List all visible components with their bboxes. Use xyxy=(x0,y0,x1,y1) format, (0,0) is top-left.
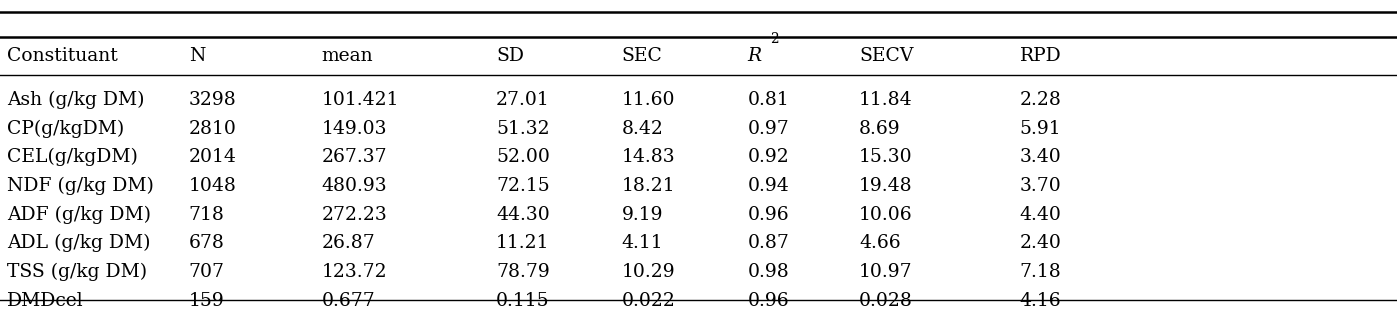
Text: 0.81: 0.81 xyxy=(747,91,789,109)
Text: CEL(g/kgDM): CEL(g/kgDM) xyxy=(7,148,138,166)
Text: 0.677: 0.677 xyxy=(321,292,374,310)
Text: 718: 718 xyxy=(189,206,225,224)
Text: NDF (g/kg DM): NDF (g/kg DM) xyxy=(7,177,154,195)
Text: SEC: SEC xyxy=(622,47,662,65)
Text: 2014: 2014 xyxy=(189,148,236,166)
Text: 678: 678 xyxy=(189,234,225,252)
Text: 26.87: 26.87 xyxy=(321,234,374,252)
Text: 4.16: 4.16 xyxy=(1020,292,1062,310)
Text: 0.97: 0.97 xyxy=(747,119,789,138)
Text: DMDcel: DMDcel xyxy=(7,292,84,310)
Text: 0.87: 0.87 xyxy=(747,234,789,252)
Text: 8.42: 8.42 xyxy=(622,119,664,138)
Text: 0.94: 0.94 xyxy=(747,177,789,195)
Text: 52.00: 52.00 xyxy=(496,148,550,166)
Text: 2.28: 2.28 xyxy=(1020,91,1062,109)
Text: 149.03: 149.03 xyxy=(321,119,387,138)
Text: SECV: SECV xyxy=(859,47,914,65)
Text: RPD: RPD xyxy=(1020,47,1062,65)
Text: 0.96: 0.96 xyxy=(747,292,789,310)
Text: 2810: 2810 xyxy=(189,119,236,138)
Text: 101.421: 101.421 xyxy=(321,91,398,109)
Text: 11.21: 11.21 xyxy=(496,234,549,252)
Text: 707: 707 xyxy=(189,263,225,281)
Text: 4.40: 4.40 xyxy=(1020,206,1062,224)
Text: 19.48: 19.48 xyxy=(859,177,912,195)
Text: 9.19: 9.19 xyxy=(622,206,664,224)
Text: 3298: 3298 xyxy=(189,91,236,109)
Text: 0.022: 0.022 xyxy=(622,292,676,310)
Text: mean: mean xyxy=(321,47,373,65)
Text: 3.40: 3.40 xyxy=(1020,148,1062,166)
Text: 1048: 1048 xyxy=(189,177,236,195)
Text: 18.21: 18.21 xyxy=(622,177,675,195)
Text: 3.70: 3.70 xyxy=(1020,177,1062,195)
Text: 10.29: 10.29 xyxy=(622,263,675,281)
Text: 11.84: 11.84 xyxy=(859,91,912,109)
Text: 51.32: 51.32 xyxy=(496,119,549,138)
Text: 72.15: 72.15 xyxy=(496,177,549,195)
Text: TSS (g/kg DM): TSS (g/kg DM) xyxy=(7,263,147,281)
Text: CP(g/kgDM): CP(g/kgDM) xyxy=(7,119,124,138)
Text: 267.37: 267.37 xyxy=(321,148,387,166)
Text: R: R xyxy=(747,47,761,65)
Text: 0.98: 0.98 xyxy=(747,263,789,281)
Text: 44.30: 44.30 xyxy=(496,206,549,224)
Text: SD: SD xyxy=(496,47,524,65)
Text: 78.79: 78.79 xyxy=(496,263,549,281)
Text: 123.72: 123.72 xyxy=(321,263,387,281)
Text: 27.01: 27.01 xyxy=(496,91,549,109)
Text: Constituant: Constituant xyxy=(7,47,117,65)
Text: 0.115: 0.115 xyxy=(496,292,549,310)
Text: 14.83: 14.83 xyxy=(622,148,675,166)
Text: 5.91: 5.91 xyxy=(1020,119,1062,138)
Text: 159: 159 xyxy=(189,292,225,310)
Text: ADL (g/kg DM): ADL (g/kg DM) xyxy=(7,234,151,252)
Text: 4.11: 4.11 xyxy=(622,234,664,252)
Text: 0.96: 0.96 xyxy=(747,206,789,224)
Text: 480.93: 480.93 xyxy=(321,177,387,195)
Text: 11.60: 11.60 xyxy=(622,91,675,109)
Text: 0.92: 0.92 xyxy=(747,148,789,166)
Text: 272.23: 272.23 xyxy=(321,206,387,224)
Text: 10.06: 10.06 xyxy=(859,206,912,224)
Text: 4.66: 4.66 xyxy=(859,234,901,252)
Text: ADF (g/kg DM): ADF (g/kg DM) xyxy=(7,206,151,224)
Text: Ash (g/kg DM): Ash (g/kg DM) xyxy=(7,91,144,109)
Text: 15.30: 15.30 xyxy=(859,148,912,166)
Text: 2: 2 xyxy=(770,32,778,46)
Text: 2.40: 2.40 xyxy=(1020,234,1062,252)
Text: 7.18: 7.18 xyxy=(1020,263,1062,281)
Text: N: N xyxy=(189,47,205,65)
Text: 8.69: 8.69 xyxy=(859,119,901,138)
Text: 0.028: 0.028 xyxy=(859,292,914,310)
Text: 10.97: 10.97 xyxy=(859,263,912,281)
